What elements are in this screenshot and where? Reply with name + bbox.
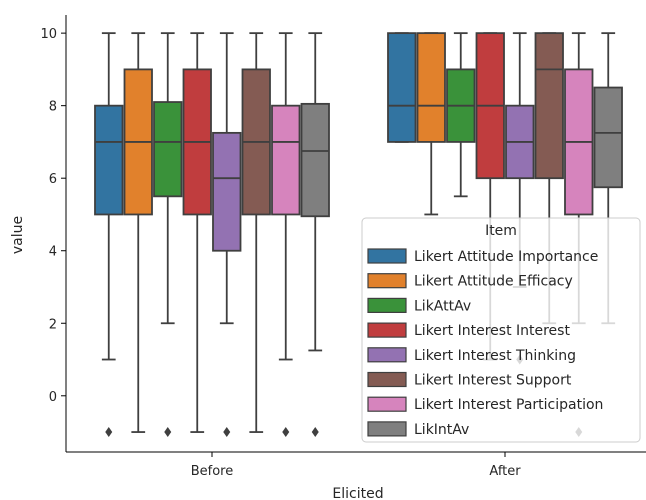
- x-axis: Before After: [66, 451, 646, 479]
- legend-swatch: [367, 347, 407, 363]
- legend-swatch: [367, 297, 407, 313]
- legend-swatch: [367, 421, 407, 437]
- y-tick-label: 2: [49, 317, 57, 332]
- legend-swatch: [367, 322, 407, 338]
- box-4-0: [212, 32, 242, 438]
- y-tick-label: 8: [49, 100, 57, 115]
- box-iqr: [593, 86, 623, 189]
- legend-label: Likert Interest Participation: [414, 397, 603, 413]
- box-1-1: [416, 32, 446, 216]
- legend-label: Likert Interest Interest: [414, 323, 570, 339]
- legend-swatch: [367, 371, 407, 388]
- legend-title: Item: [485, 223, 517, 239]
- x-tick-label: After: [489, 464, 521, 479]
- legend-label: LikAttAv: [414, 298, 471, 314]
- y-axis: 0 2 4 6 8 10: [40, 15, 67, 452]
- box-iqr: [387, 32, 417, 143]
- y-tick-label: 4: [49, 245, 57, 260]
- box-3-1: [475, 32, 505, 361]
- outlier-marker: [223, 427, 231, 438]
- box-1-0: [123, 32, 153, 433]
- box-iqr: [153, 101, 183, 198]
- legend-swatch: [367, 396, 407, 412]
- outlier-marker: [282, 427, 290, 438]
- outlier-marker: [311, 427, 319, 438]
- legend-label: LikIntAv: [414, 422, 469, 438]
- box-5-0: [241, 32, 271, 433]
- box-5-1: [534, 32, 564, 325]
- x-tick-label: Before: [191, 464, 234, 479]
- box-iqr: [300, 102, 330, 218]
- legend-swatch: [367, 273, 407, 289]
- y-tick-label: 6: [49, 172, 57, 187]
- y-tick-label: 0: [49, 390, 57, 405]
- legend-label: Likert Interest Thinking: [414, 348, 576, 364]
- box-iqr: [534, 32, 564, 180]
- box-3-0: [182, 32, 212, 433]
- legend-label: Likert Attitude Efficacy: [414, 274, 573, 290]
- box-2-0: [153, 32, 183, 438]
- box-0-1: [387, 32, 417, 143]
- box-6-0: [271, 32, 301, 438]
- box-0-0: [94, 32, 124, 438]
- box-iqr: [212, 131, 242, 252]
- box-iqr: [94, 104, 124, 216]
- y-axis-label: value: [10, 216, 26, 254]
- legend-swatch: [367, 248, 407, 264]
- y-tick-label: 10: [40, 27, 57, 42]
- outlier-marker: [105, 427, 113, 438]
- box-2-1: [446, 32, 476, 198]
- box-6-1: [564, 32, 594, 438]
- x-axis-label: Elicited: [332, 486, 383, 500]
- box-iqr: [271, 104, 301, 216]
- legend-frame: [361, 217, 641, 443]
- legend-label: Likert Attitude Importance: [414, 249, 598, 265]
- box-7-0: [300, 32, 330, 438]
- legend-label: Likert Interest Support: [414, 373, 572, 389]
- outlier-marker: [164, 427, 172, 438]
- box-iqr: [416, 32, 446, 143]
- legend: Item Likert Attitude Importance Likert Att…: [361, 217, 641, 443]
